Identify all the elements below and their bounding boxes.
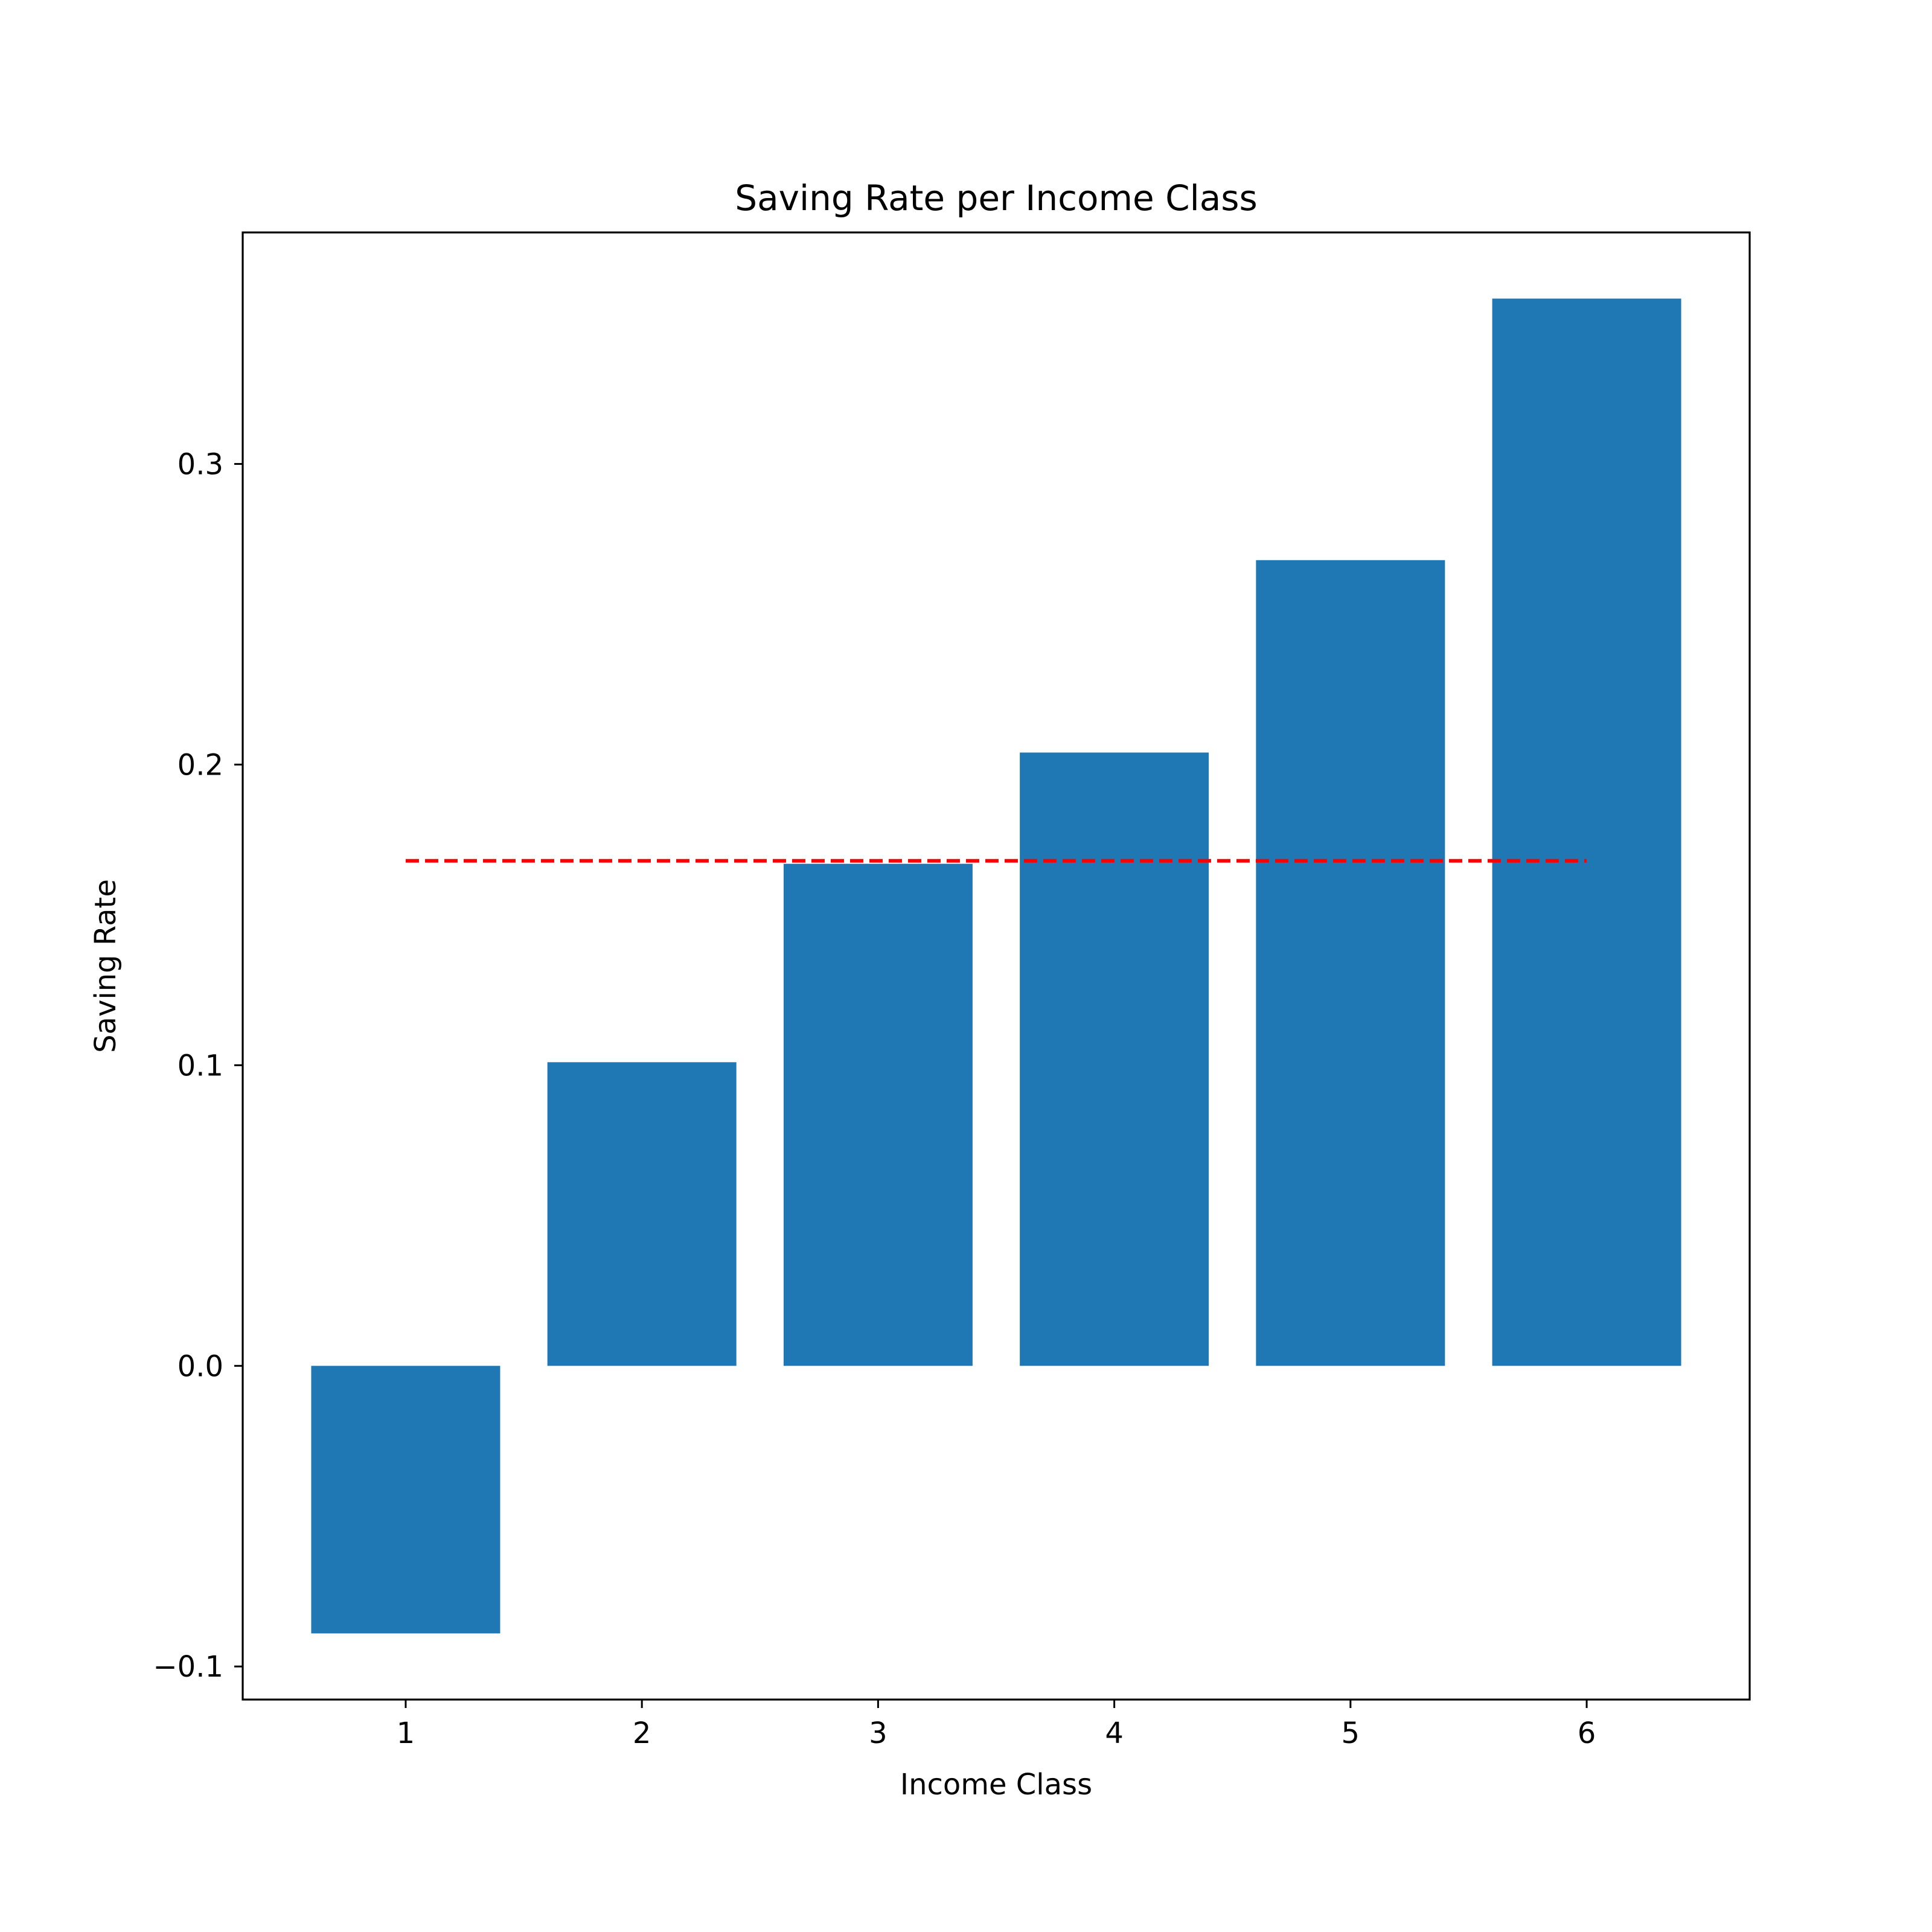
- y-axis-ticks: −0.1 0.0 0.1 0.2 0.3: [153, 447, 243, 1684]
- bar-class-4: [1020, 752, 1209, 1366]
- bar-class-1: [311, 1366, 501, 1634]
- y-tick-label: 0.1: [178, 1049, 223, 1083]
- x-axis-label: Income Class: [900, 1768, 1092, 1802]
- y-tick-label: 0.0: [178, 1349, 223, 1383]
- y-tick-label: 0.3: [178, 447, 223, 481]
- y-axis-label: Saving Rate: [89, 879, 123, 1053]
- y-tick-label: −0.1: [153, 1650, 223, 1684]
- bars-layer: [311, 298, 1681, 1634]
- y-tick-label: 0.2: [178, 748, 223, 782]
- axes-frame: [242, 231, 1751, 1701]
- x-tick-label: 6: [1578, 1716, 1596, 1750]
- x-tick-label: 4: [1105, 1716, 1124, 1750]
- bar-class-3: [783, 863, 973, 1366]
- x-axis-ticks: 1 2 3 4 5 6: [397, 1700, 1596, 1750]
- x-tick-label: 1: [397, 1716, 415, 1750]
- chart-title: Saving Rate per Income Class: [735, 178, 1257, 219]
- bar-class-2: [547, 1062, 737, 1366]
- bar-class-5: [1256, 560, 1445, 1366]
- bar-class-6: [1492, 298, 1681, 1366]
- x-tick-label: 5: [1342, 1716, 1360, 1750]
- x-tick-label: 2: [633, 1716, 651, 1750]
- x-tick-label: 3: [869, 1716, 888, 1750]
